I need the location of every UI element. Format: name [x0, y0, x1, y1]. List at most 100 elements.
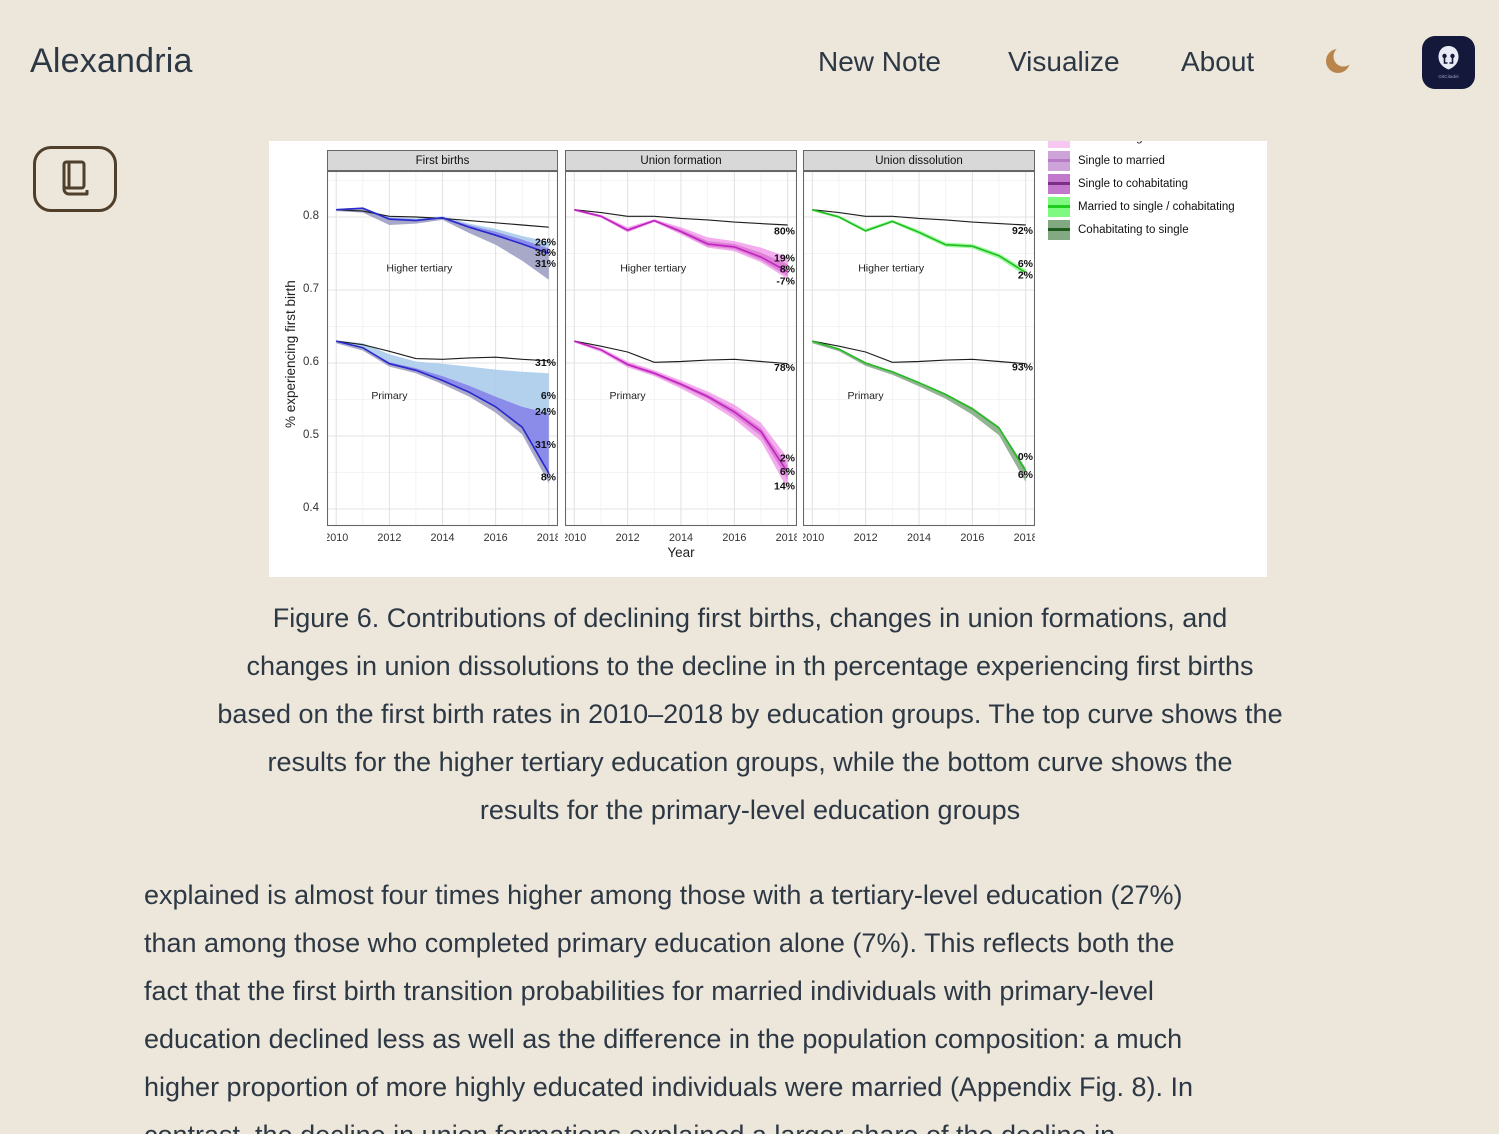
- pct-annotation: 24%: [535, 406, 557, 418]
- paragraph-line: higher proportion of more highly educate…: [144, 1072, 1194, 1102]
- paragraph-line: fact that the first birth transition pro…: [144, 976, 1154, 1006]
- caption-line: based on the first birth rates in 2010–2…: [217, 699, 1283, 729]
- panel-border: [565, 171, 797, 527]
- x-tick-label: 2016: [484, 532, 508, 544]
- gitcitadel-logo-icon: GitCitadel: [1438, 46, 1459, 79]
- group-label: Higher tertiary: [620, 262, 687, 274]
- y-tick-label: 0.7: [303, 282, 319, 295]
- caption-line: results for the primary-level education …: [479, 795, 1021, 825]
- group-label: Primary: [848, 390, 885, 402]
- caption-line: Figure 6. Contributions of declining fir…: [272, 603, 1228, 633]
- paragraph-line: education declined less as well as the d…: [144, 1024, 1183, 1054]
- facet-title: Union dissolution: [803, 150, 1035, 171]
- legend-item: Single to married: [1048, 151, 1263, 174]
- pct-annotation: 93%: [1012, 361, 1034, 373]
- x-tick-label: 2014: [669, 532, 693, 544]
- facet-title: First births: [327, 150, 558, 171]
- nav-visualize[interactable]: Visualize: [1008, 46, 1120, 77]
- dark-mode-toggle[interactable]: [1322, 44, 1356, 78]
- figure-caption: Figure 6. Contributions of declining fir…: [75, 594, 1425, 834]
- pct-annotation: 78%: [774, 362, 796, 374]
- pct-annotation: 8%: [541, 472, 557, 484]
- pct-annotation: 6%: [1018, 469, 1034, 481]
- counterfactual-line: [336, 340, 549, 362]
- pct-annotation: 92%: [1012, 225, 1034, 237]
- y-tick-label: 0.4: [303, 501, 319, 514]
- y-tick-label: 0.8: [303, 209, 319, 222]
- moon-icon: [1326, 46, 1354, 73]
- paragraph-line: explained is almost four times higher am…: [144, 880, 1183, 910]
- x-tick-label: 2018: [537, 532, 558, 544]
- x-tick-label: 2010: [803, 532, 824, 544]
- pct-annotation: 14%: [774, 480, 796, 492]
- pct-annotation: 19%: [774, 253, 796, 265]
- ribbon-band: [574, 209, 788, 279]
- pct-annotation: 0%: [1018, 451, 1034, 463]
- x-tick-label: 2016: [960, 532, 984, 544]
- x-tick-label: 2016: [722, 532, 746, 544]
- pct-annotation: -7%: [776, 275, 795, 287]
- observed-line: [812, 208, 1027, 274]
- app-logo[interactable]: Alexandria: [30, 42, 193, 80]
- legend-item: Married to single / cohabitating: [1048, 197, 1263, 220]
- observed-line: [336, 340, 550, 474]
- legend-item: Single to cohabitating: [1048, 174, 1263, 197]
- group-label: Higher tertiary: [386, 262, 453, 274]
- ribbon-band: [336, 340, 549, 414]
- paragraph-line: than among those who completed primary e…: [144, 928, 1175, 958]
- pct-annotation: 26%: [535, 237, 557, 249]
- y-tick-label: 0.6: [303, 355, 319, 368]
- legend-label: Cohabitating to single: [1078, 224, 1189, 236]
- paragraph-line-partial: contrast, the decline in union formation…: [144, 1111, 1404, 1134]
- profile-avatar[interactable]: GitCitadel: [1422, 36, 1475, 89]
- x-tick-label: 2010: [327, 532, 348, 544]
- pct-annotation: 30%: [535, 247, 557, 259]
- chart-legend: Cohabitating to married Single to married…: [1048, 141, 1263, 243]
- legend-swatch: [1048, 220, 1070, 240]
- observed-line: [574, 340, 789, 473]
- pct-annotation: 6%: [1018, 258, 1034, 270]
- group-label: Primary: [371, 390, 408, 402]
- counterfactual-line: [812, 340, 1026, 365]
- reader-mode-button[interactable]: [33, 146, 117, 212]
- pct-annotation: 80%: [774, 226, 796, 238]
- observed-line: [812, 340, 1027, 472]
- legend-label: Single to cohabitating: [1078, 178, 1188, 190]
- group-label: Primary: [610, 390, 647, 402]
- counterfactual-line: [574, 340, 788, 365]
- facet-panel: Union dissolution Higher tertiary 92% 6% 2% P…: [803, 150, 1035, 553]
- facet-panel: First births Higher tertiary 26% 30% 31% Prim…: [327, 150, 558, 553]
- nav-about[interactable]: About: [1181, 46, 1255, 77]
- observed-line: [336, 207, 550, 255]
- pct-annotation: 31%: [535, 258, 557, 270]
- x-tick-label: 2012: [616, 532, 640, 544]
- panel-plot: Higher tertiary26%30%31%Primary31%6%24%3…: [327, 171, 558, 544]
- pct-annotation: 31%: [535, 439, 557, 451]
- nav-new-note[interactable]: New Note: [818, 46, 941, 77]
- x-tick-label: 2012: [377, 532, 401, 544]
- svg-text:GitCitadel: GitCitadel: [1438, 74, 1458, 79]
- counterfactual-line: [574, 209, 788, 226]
- x-axis-title: Year: [667, 545, 695, 560]
- panel-border: [803, 171, 1035, 527]
- x-tick-label: 2018: [1014, 532, 1035, 544]
- legend-swatch: [1048, 197, 1070, 217]
- x-tick-label: 2012: [854, 532, 878, 544]
- legend-label: Single to married: [1078, 155, 1165, 167]
- panel-plot: Higher tertiary 80% 19%8%-7% Primary 78% 2%6%…: [565, 171, 797, 544]
- figure-image: % experiencing first birth 0.8 0.7 0.6 0.5 0…: [269, 141, 1267, 577]
- x-tick-label: 2014: [907, 532, 931, 544]
- book-icon: [62, 160, 89, 196]
- counterfactual-line: [812, 209, 1026, 226]
- caption-line: results for the higher tertiary educatio…: [267, 747, 1233, 777]
- legend-label: Cohabitating to married: [1078, 141, 1198, 148]
- panel-border: [327, 171, 558, 527]
- article-paragraph: explained is almost four times higher am…: [144, 871, 1404, 1134]
- legend-label: Married to single / cohabitating: [1078, 201, 1235, 213]
- ribbon-band: [336, 341, 549, 474]
- x-tick-label: 2010: [565, 532, 586, 544]
- caption-line: changes in union dissolutions to the dec…: [246, 651, 1254, 681]
- ribbon-band: [336, 208, 549, 280]
- pct-annotation: 2%: [780, 453, 796, 465]
